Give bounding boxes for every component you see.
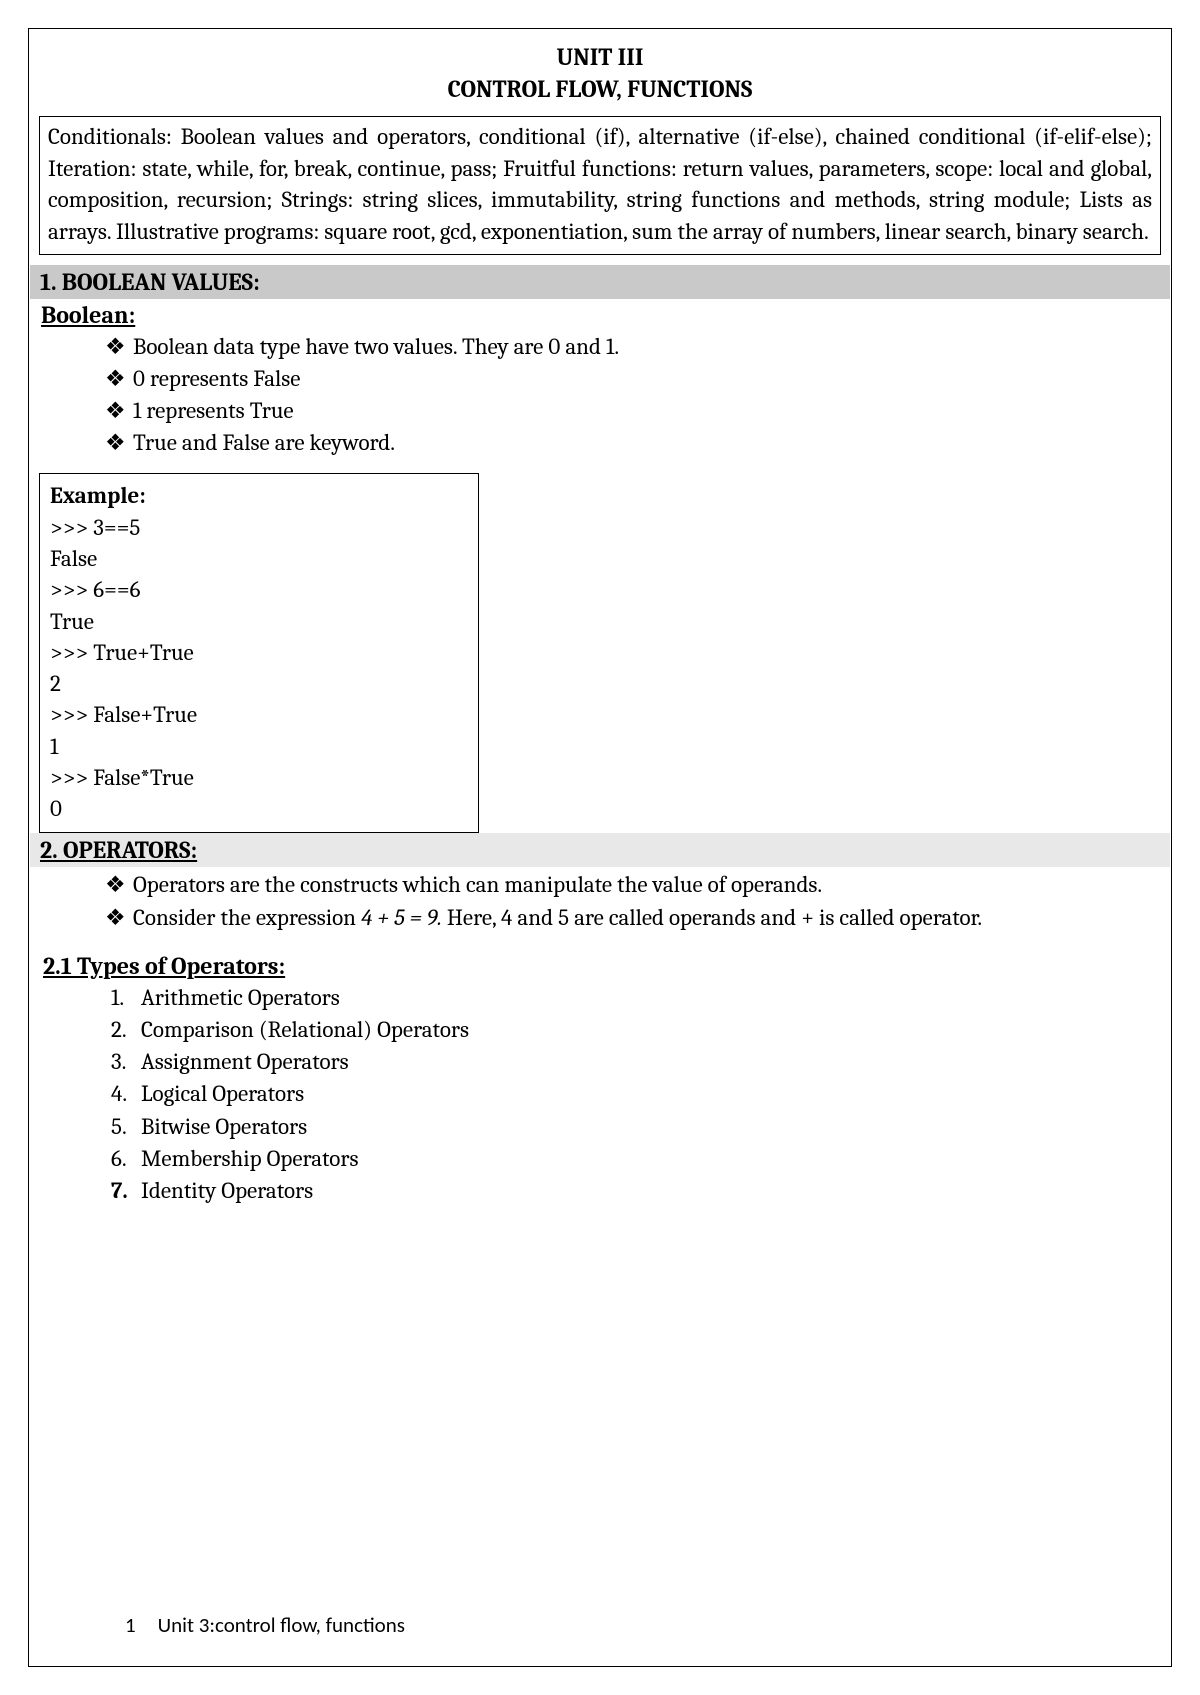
list-item: Operators are the constructs which can m… <box>105 869 1159 901</box>
operators-bullets: Operators are the constructs which can m… <box>41 869 1159 933</box>
text-span: Consider the expression <box>133 904 361 931</box>
list-item: Identity Operators <box>111 1175 1159 1207</box>
code-line: True <box>50 606 468 637</box>
list-item: Comparison (Relational) Operators <box>111 1014 1159 1046</box>
code-line: >>> False*True <box>50 762 468 793</box>
types-of-operators-heading: 2.1 Types of Operators: <box>43 952 1159 980</box>
list-item: Membership Operators <box>111 1143 1159 1175</box>
unit-subtitle: CONTROL FLOW, FUNCTIONS <box>29 73 1171 105</box>
code-line: 0 <box>50 793 468 824</box>
list-item: 0 represents False <box>105 363 1159 395</box>
intro-box: Conditionals: Boolean values and operato… <box>39 116 1161 255</box>
boolean-heading: Boolean: <box>41 301 1159 329</box>
list-item: Boolean data type have two values. They … <box>105 331 1159 363</box>
list-item: Logical Operators <box>111 1078 1159 1110</box>
list-item: Assignment Operators <box>111 1046 1159 1078</box>
section-1-body: Boolean: Boolean data type have two valu… <box>29 299 1171 460</box>
example-box: Example: >>> 3==5 False >>> 6==6 True >>… <box>39 473 479 833</box>
code-line: >>> 3==5 <box>50 512 468 543</box>
boolean-bullets: Boolean data type have two values. They … <box>41 331 1159 460</box>
operator-types-list: Arithmetic Operators Comparison (Relatio… <box>41 982 1159 1207</box>
list-item: Consider the expression 4 + 5 = 9. Here,… <box>105 902 1159 934</box>
footer: 1 Unit 3:control flow, functions <box>125 1612 405 1638</box>
list-item: Arithmetic Operators <box>111 982 1159 1014</box>
unit-title: UNIT III <box>29 41 1171 73</box>
section-2-body: Operators are the constructs which can m… <box>29 867 1171 1207</box>
page-frame: UNIT III CONTROL FLOW, FUNCTIONS Conditi… <box>28 28 1172 1667</box>
list-item: Bitwise Operators <box>111 1111 1159 1143</box>
example-label: Example: <box>50 480 468 511</box>
footer-text: Unit 3:control flow, functions <box>158 1612 405 1638</box>
code-line: False <box>50 543 468 574</box>
section-1-title: 1. BOOLEAN VALUES: <box>30 265 1170 299</box>
code-line: 1 <box>50 731 468 762</box>
page-number: 1 <box>125 1612 136 1638</box>
code-line: >>> False+True <box>50 699 468 730</box>
section-2-title: 2. OPERATORS: <box>30 833 1170 867</box>
code-line: 2 <box>50 668 468 699</box>
expression-text: 4 + 5 = 9. <box>361 904 442 931</box>
list-item: True and False are keyword. <box>105 427 1159 459</box>
code-line: >>> 6==6 <box>50 574 468 605</box>
text-span: Here, 4 and 5 are called operands and + … <box>442 904 982 931</box>
header: UNIT III CONTROL FLOW, FUNCTIONS <box>29 29 1171 112</box>
code-line: >>> True+True <box>50 637 468 668</box>
list-item: 1 represents True <box>105 395 1159 427</box>
